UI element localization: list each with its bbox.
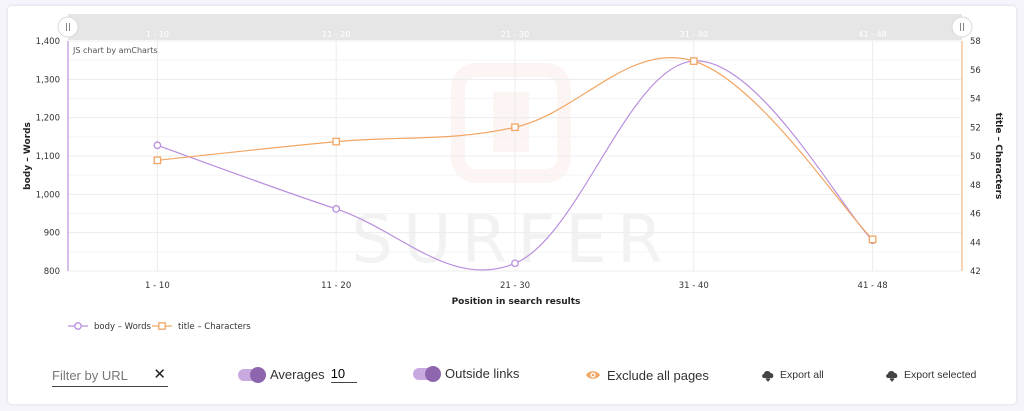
toolbar: ✕ Averages Outside links Exclude all pag…	[0, 358, 1024, 392]
series-group	[153, 57, 877, 271]
right-tick-label: 54	[970, 95, 981, 105]
chart-card	[8, 6, 1016, 404]
right-tick-label: 46	[970, 210, 981, 220]
legend-label: body – Words	[94, 322, 152, 332]
left-axis-ticks: 800 900 1,000 1,100 1,200 1,300 1,400	[36, 37, 60, 277]
exclude-all-pages-button[interactable]: Exclude all pages	[585, 367, 709, 383]
series-1-point[interactable]	[511, 259, 519, 268]
legend-label: title – Characters	[178, 322, 251, 332]
legend-marker	[74, 322, 82, 330]
series-2-point[interactable]	[153, 156, 162, 165]
x-tick-label: 11 - 20	[321, 281, 351, 291]
outside-links-label: Outside links	[445, 366, 520, 381]
eye-icon	[586, 371, 600, 379]
x-tick-label: 1 - 10	[145, 281, 170, 291]
averages-input[interactable]	[330, 366, 357, 383]
legend-item[interactable]: body – Words	[68, 322, 152, 332]
left-tick-label: 1,100	[36, 152, 60, 162]
series-line-2	[157, 57, 874, 240]
exclude-all-pages-label: Exclude all pages	[607, 367, 709, 383]
scrollbar-category-label: 41 - 48	[858, 30, 886, 39]
right-tick-label: 48	[970, 181, 981, 191]
export-all-label: Export all	[780, 369, 824, 381]
right-axis-title: title – Characters	[993, 113, 1003, 200]
averages-control: Averages	[238, 366, 357, 383]
filter-field: ✕	[52, 364, 168, 387]
export-all-button[interactable]: Export all	[760, 367, 824, 383]
right-tick-label: 42	[970, 267, 981, 277]
scrollbar-category-label: 11 - 20	[322, 30, 350, 39]
right-tick-label: 50	[970, 152, 981, 162]
scrollbar-category-label: 31 - 40	[680, 30, 708, 39]
series-1-point[interactable]	[153, 141, 162, 150]
cloud-download-icon	[886, 371, 898, 382]
export-selected-button[interactable]: Export selected	[884, 367, 976, 383]
chart-scrollbar[interactable]	[68, 14, 962, 40]
chart: SURFER 1 - 10 11 - 20 21 - 30 31 - 40 41 - 4…	[23, 14, 1003, 332]
x-tick-label: 41 - 48	[858, 281, 888, 291]
filter-input[interactable]	[52, 367, 148, 383]
legend-item[interactable]: title – Characters	[152, 322, 251, 332]
left-tick-label: 1,400	[36, 37, 60, 47]
x-axis-title: Position in search results	[452, 297, 581, 307]
left-tick-label: 900	[44, 229, 60, 239]
x-tick-label: 21 - 30	[500, 281, 530, 291]
scrollbar-category-label: 1 - 10	[146, 30, 169, 39]
right-tick-label: 56	[970, 66, 981, 76]
scrollbar-right-grip[interactable]	[951, 16, 973, 38]
right-axis-ticks: 42 44 46 48 50 52 54 56 58	[970, 37, 981, 277]
x-axis-ticks: 1 - 10 11 - 20 21 - 30 31 - 40 41 - 48	[145, 281, 888, 291]
export-selected-label: Export selected	[904, 369, 977, 381]
right-tick-label: 52	[970, 123, 981, 133]
watermark-logo	[451, 63, 571, 183]
cloud-download-icon	[762, 371, 774, 382]
left-axis-title: body – Words	[23, 122, 33, 190]
gridlines	[68, 40, 962, 272]
chart-credit[interactable]: JS chart by amCharts	[72, 46, 158, 55]
series-2-point[interactable]	[689, 57, 698, 65]
series-line-1	[157, 60, 874, 271]
averages-toggle[interactable]	[238, 366, 266, 383]
series-2-point[interactable]	[868, 235, 877, 244]
outside-links-toggle[interactable]	[413, 365, 441, 382]
series-2-point[interactable]	[332, 137, 341, 146]
scrollbar-category-labels: 1 - 10 11 - 20 21 - 30 31 - 40 41 - 48	[146, 30, 887, 39]
series-2-point[interactable]	[511, 123, 519, 132]
left-tick-label: 1,200	[36, 114, 60, 124]
left-tick-label: 1,000	[36, 190, 60, 200]
x-tick-label: 31 - 40	[679, 281, 709, 291]
legend: body – Words title – Characters	[68, 322, 251, 332]
scrollbar-left-grip[interactable]	[57, 16, 79, 38]
legend-marker	[158, 322, 166, 330]
outside-links-control: Outside links	[413, 365, 520, 382]
right-tick-label: 44	[970, 238, 981, 248]
averages-label: Averages	[270, 367, 325, 382]
right-tick-label: 58	[970, 37, 981, 47]
scrollbar-category-label: 21 - 30	[501, 30, 529, 39]
clear-filter-icon[interactable]: ✕	[153, 365, 166, 383]
series-1-point[interactable]	[332, 205, 341, 213]
left-tick-label: 800	[44, 267, 60, 277]
left-tick-label: 1,300	[36, 75, 60, 85]
